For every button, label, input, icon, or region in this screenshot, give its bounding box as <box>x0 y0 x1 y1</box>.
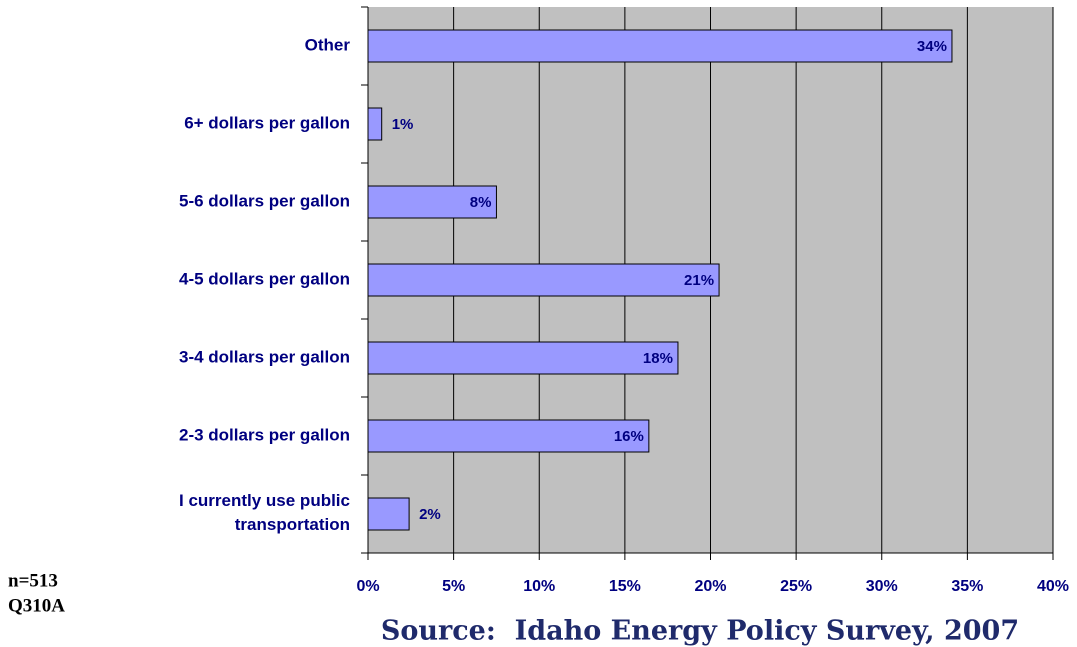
x-tick-label: 40% <box>1037 578 1069 595</box>
y-tick-label: 4-5 dollars per gallon <box>179 269 350 288</box>
note: n=513 <box>8 570 58 591</box>
data-label: 2% <box>419 506 441 523</box>
x-tick-label: 35% <box>951 578 983 595</box>
x-tick-label: 10% <box>523 578 555 595</box>
note: Q310A <box>8 595 65 616</box>
y-tick-label: 6+ dollars per gallon <box>184 113 350 132</box>
source: Source: Idaho Energy Policy Survey, 2007 <box>381 616 1019 647</box>
bar <box>367 29 953 63</box>
data-label: 1% <box>392 116 414 133</box>
y-tick-label: 5-6 dollars per gallon <box>179 191 350 210</box>
bar <box>367 107 383 141</box>
y-tick-label: I currently use public transportation <box>179 491 350 534</box>
bar <box>367 263 720 297</box>
data-label: 21% <box>684 272 714 289</box>
y-tick-label: 3-4 dollars per gallon <box>179 347 350 366</box>
data-label: 18% <box>643 350 673 367</box>
x-tick-label: 15% <box>609 578 641 595</box>
bar <box>367 185 497 219</box>
bar <box>367 419 650 453</box>
bar <box>367 341 679 375</box>
data-label: 8% <box>470 194 492 211</box>
x-tick-label: 25% <box>780 578 812 595</box>
x-tick-label: 0% <box>356 578 379 595</box>
x-tick-label: 5% <box>442 578 465 595</box>
x-tick-label: 20% <box>694 578 726 595</box>
y-tick-label: Other <box>305 35 351 54</box>
y-tick-label: 2-3 dollars per gallon <box>179 425 350 444</box>
bar <box>367 497 410 531</box>
x-tick-label: 30% <box>866 578 898 595</box>
data-label: 34% <box>917 38 947 55</box>
data-label: 16% <box>614 428 644 445</box>
